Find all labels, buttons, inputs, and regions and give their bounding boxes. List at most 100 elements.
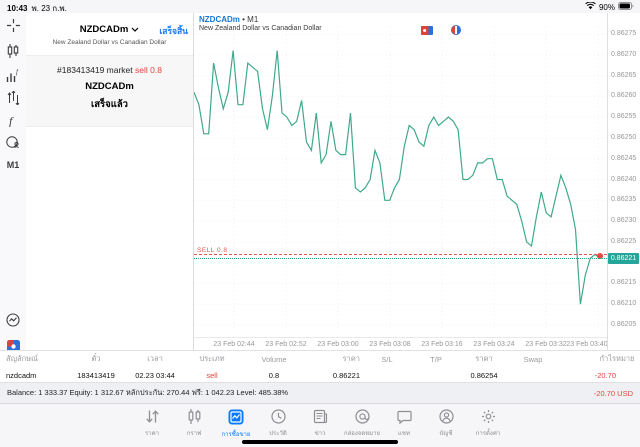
price-tick: 0.86230 [611,217,637,225]
trading-circle-icon[interactable] [0,310,26,330]
positions-table-header: สัญลักษณ์ ตั๋ว เวลา ประเภท Volume ราคา S… [0,351,640,367]
nav-history[interactable]: ประวัติ [257,404,299,447]
trade-icon [228,409,244,430]
col-type: ประเภท [199,354,225,363]
indicators-icon[interactable]: f [0,65,26,85]
col-comment: หมายเหตุ [616,354,634,363]
position-row[interactable]: nzdcadm 183413419 02.23 03:44 sell 0.8 0… [0,367,640,383]
order-description: #183413419 market sell 0.8 [57,65,162,75]
price-axis: 0.86221 0.86275 0.86270 0.86265 0.86260 0.86… [607,13,640,350]
time-tick: 23 Feb 03:24 [473,341,515,348]
time-tick: 23 Feb 03:16 [421,341,463,348]
nav-chart[interactable]: กราฟ [173,404,215,447]
home-indicator[interactable] [242,440,398,444]
sell-line-label: SELL 0.8 [197,247,228,254]
account-summary: Balance: 1 333.37 Equity: 1 312.67 หลักป… [7,388,289,397]
price-tick: 0.86245 [611,154,637,162]
order-panel: NZDCADm New Zealand Dollar vs Canadian D… [26,13,194,350]
svg-text:f: f [16,69,19,76]
positions-table: สัญลักษณ์ ตั๋ว เวลา ประเภท Volume ราคา S… [0,350,640,383]
nav-accounts[interactable]: บัญชี [425,404,467,447]
col-tp: T/P [430,354,442,364]
price-line-chart[interactable] [194,13,607,337]
nav-quotes[interactable]: ราคา [131,404,173,447]
time-tick: 23 Feb 03:00 [317,341,359,348]
floating-profit: -20.70 USD [593,388,633,398]
shapes-icon[interactable] [0,132,26,152]
nav-trade[interactable]: การซื้อขาย [215,404,257,447]
panel-symbol-title: NZDCADm [79,24,129,35]
panel-symbol-subtitle: New Zealand Dollar vs Canadian Dollar [52,39,167,46]
sell-position-line[interactable]: SELL 0.8 [194,247,607,255]
time-tick: 23 Feb 03:32 [525,341,567,348]
row-volume: 0.8 [268,370,280,380]
news-icon [313,409,328,429]
nav-news[interactable]: ข่าว [299,404,341,447]
price-tick: 0.86270 [611,50,637,58]
price-tick: 0.86235 [611,196,637,204]
row-open-price: 0.86221 [332,370,360,380]
order-result-card: #183413419 market sell 0.8 NZDCADm เสร็จ… [26,55,193,127]
nav-mailbox[interactable]: กล่องจดหมาย [341,404,383,447]
crosshair-icon[interactable] [0,15,26,35]
time-tick: 23 Feb 02:52 [265,341,307,348]
clock-time: 10:43 [7,4,28,13]
settings-gear-icon [481,409,496,429]
time-tick: 23 Feb 03:40 [566,341,608,348]
cad-flag-icon [451,22,461,40]
chart-subtitle: New Zealand Dollar vs Canadian Dollar [199,25,322,32]
col-sl: S/L [381,354,393,364]
price-tick: 0.86255 [611,113,637,121]
status-date: พ. 23 ก.พ. [31,4,67,13]
nav-settings[interactable]: การตั้งค่า [467,404,509,447]
function-icon[interactable]: f [0,110,26,130]
price-tick: 0.86265 [611,71,637,79]
row-type: sell [206,370,218,380]
arrows-updown-icon [145,409,160,429]
row-ticket: 183413419 [77,370,115,380]
price-tick: 0.86275 [611,30,637,37]
history-clock-icon [270,409,286,429]
nav-chat[interactable]: แชท [383,404,425,447]
chart-header: NZDCADm • M1 New Zealand Dollar vs Canad… [199,15,322,32]
chart-candles-icon [187,409,202,429]
objects-icon[interactable] [0,88,26,108]
col-symbol: สัญลักษณ์ [6,354,39,363]
price-tick: 0.86215 [611,279,637,287]
col-ticket: ตั๋ว [91,354,101,363]
price-tick: 0.86240 [611,175,637,183]
timeframe-button[interactable]: M1 [6,160,20,170]
col-cur-price: ราคา [475,354,493,363]
done-button[interactable]: เสร็จสิ้น [159,26,188,36]
order-panel-header: NZDCADm New Zealand Dollar vs Canadian D… [26,13,193,46]
row-time: 02.23 03:44 [135,370,175,380]
col-open-price: ราคา [342,354,360,363]
candlestick-icon[interactable] [0,41,26,61]
time-tick: 23 Feb 03:08 [369,341,411,348]
svg-text:f: f [9,114,14,127]
flag-icon[interactable] [0,336,26,356]
symbol-selector[interactable]: NZDCADm [80,24,140,35]
mailbox-at-icon [354,409,370,429]
chart-panel[interactable]: NZDCADm • M1 New Zealand Dollar vs Canad… [194,13,640,350]
col-profit: กำไร [599,354,616,363]
price-tick: 0.86225 [611,237,637,245]
nzd-flag-icon [421,22,433,40]
battery-percent: 90% [598,2,615,12]
order-status: เสร็จแล้ว [91,99,128,110]
col-time: เวลา [147,354,163,363]
row-cur-price: 0.86254 [470,370,498,380]
current-price-badge: 0.86221 [608,253,639,264]
account-summary-bar: Balance: 1 333.37 Equity: 1 312.67 หลักป… [0,382,640,403]
price-tick: 0.86210 [611,300,637,308]
order-symbol: NZDCADm [85,81,134,92]
time-tick: 23 Feb 02:44 [213,341,255,348]
col-volume: Volume [261,354,287,364]
price-tick: 0.86250 [611,133,637,141]
chevron-down-icon [131,24,139,35]
chart-symbol: NZDCADm [199,15,240,24]
account-person-icon [438,409,454,429]
chart-timeframe: • M1 [242,15,259,24]
order-action: sell 0.8 [135,65,162,75]
time-axis: 23 Feb 02:44 23 Feb 02:52 23 Feb 03:00 23 F… [194,337,608,350]
